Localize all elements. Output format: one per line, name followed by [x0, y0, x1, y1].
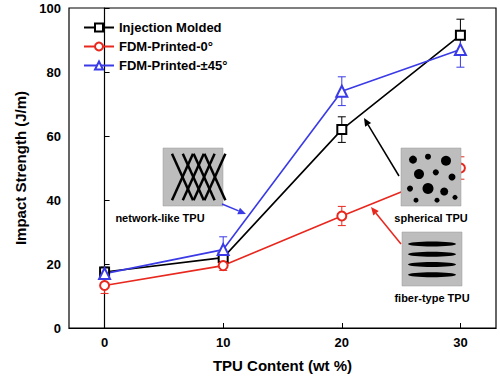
svg-text:FDM-Printed-±45°: FDM-Printed-±45°: [119, 58, 227, 73]
svg-text:10: 10: [216, 335, 230, 350]
svg-text:20: 20: [47, 257, 61, 272]
svg-text:40: 40: [47, 193, 61, 208]
svg-text:fiber-type TPU: fiber-type TPU: [394, 292, 469, 304]
svg-text:network-like TPU: network-like TPU: [115, 212, 204, 224]
svg-text:spherical TPU: spherical TPU: [394, 212, 467, 224]
svg-text:80: 80: [47, 65, 61, 80]
svg-text:20: 20: [335, 335, 349, 350]
svg-text:Injection Molded: Injection Molded: [119, 20, 222, 35]
svg-text:0: 0: [101, 335, 108, 350]
svg-text:TPU Content (wt %): TPU Content (wt %): [213, 357, 352, 374]
svg-text:30: 30: [453, 335, 467, 350]
svg-text:100: 100: [39, 1, 61, 16]
svg-text:60: 60: [47, 129, 61, 144]
svg-text:0: 0: [54, 321, 61, 336]
svg-text:FDM-Printed-0°: FDM-Printed-0°: [119, 39, 213, 54]
svg-text:Impact Strength (J/m): Impact Strength (J/m): [12, 91, 29, 245]
